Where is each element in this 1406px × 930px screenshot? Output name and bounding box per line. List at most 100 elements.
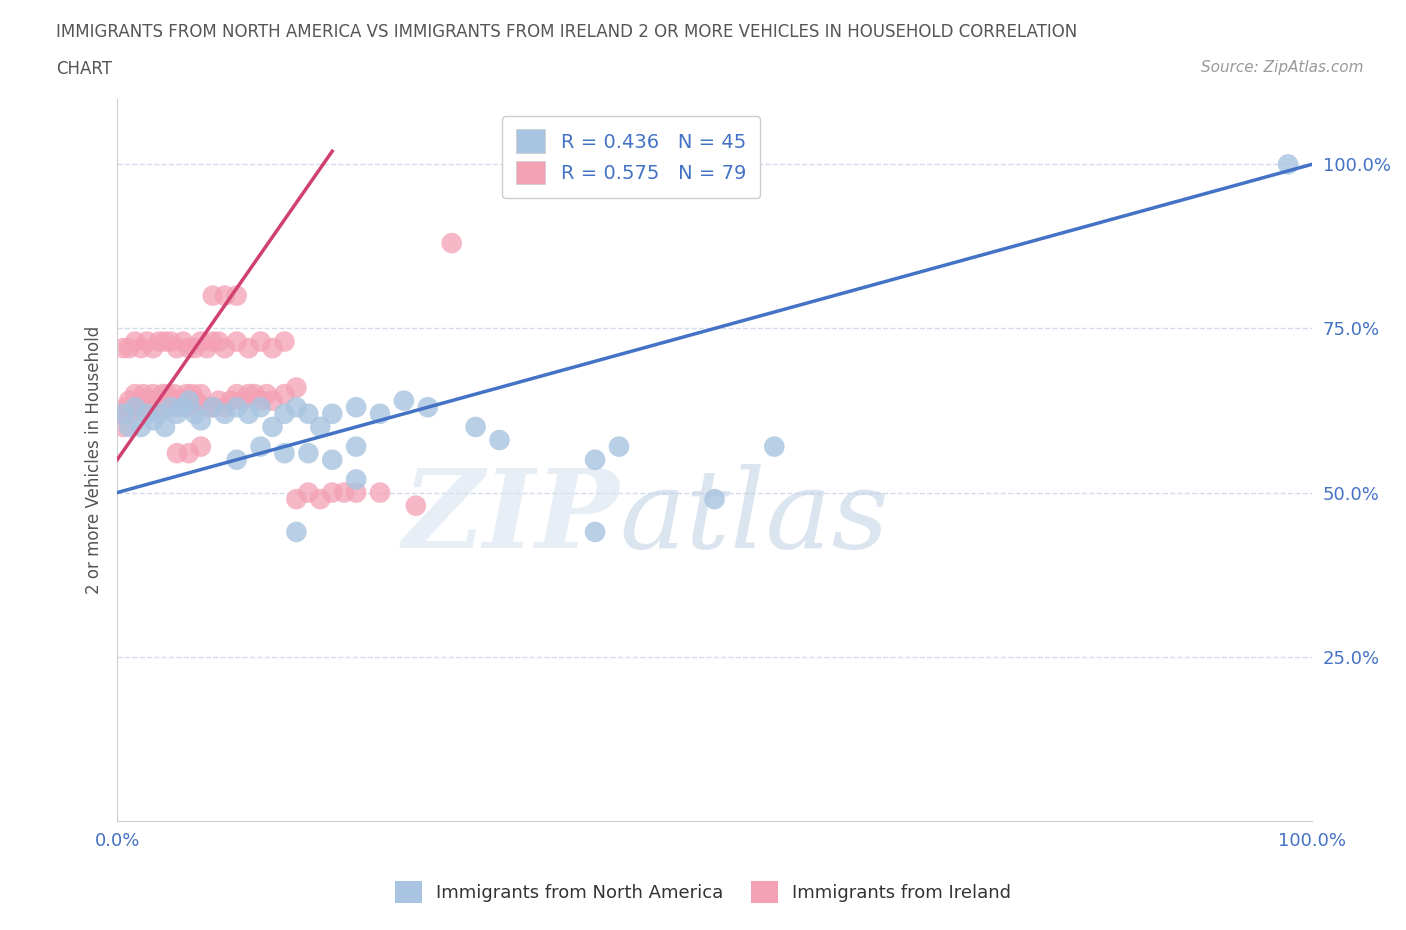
Point (121, 406, 143, 421)
Point (201, 400, 224, 415)
Point (184, 340, 207, 355)
Text: CHART: CHART (56, 60, 112, 78)
Point (201, 288, 224, 303)
Point (177, 340, 200, 355)
Point (285, 492, 308, 507)
Point (176, 387, 198, 402)
Point (166, 445, 188, 460)
Point (124, 387, 146, 402)
Point (136, 334, 159, 349)
Point (488, 432, 510, 447)
Point (129, 340, 152, 355)
Point (160, 400, 183, 415)
Point (139, 393, 162, 408)
Point (166, 406, 188, 421)
Point (297, 445, 319, 460)
Point (169, 393, 191, 408)
Point (129, 419, 152, 434)
Point (285, 380, 308, 395)
Point (321, 452, 343, 467)
Point (148, 334, 170, 349)
Point (583, 452, 606, 467)
Point (249, 439, 271, 454)
Point (148, 393, 170, 408)
Point (132, 387, 155, 402)
Point (297, 485, 319, 500)
Point (368, 406, 391, 421)
Point (763, 439, 786, 454)
Point (309, 419, 332, 434)
Point (262, 419, 284, 434)
Legend: Immigrants from North America, Immigrants from Ireland: Immigrants from North America, Immigrant… (385, 871, 1021, 911)
Point (208, 393, 231, 408)
Point (225, 452, 247, 467)
Point (201, 334, 224, 349)
Point (273, 334, 295, 349)
Point (166, 400, 188, 415)
Point (321, 406, 343, 421)
Text: IMMIGRANTS FROM NORTH AMERICA VS IMMIGRANTS FROM IRELAND 2 OR MORE VEHICLES IN H: IMMIGRANTS FROM NORTH AMERICA VS IMMIGRA… (56, 23, 1077, 41)
Point (181, 387, 204, 402)
Point (285, 525, 308, 539)
Point (153, 419, 176, 434)
Point (225, 387, 247, 402)
Point (156, 387, 179, 402)
Point (368, 485, 391, 500)
Point (160, 334, 183, 349)
Point (344, 439, 367, 454)
Text: atlas: atlas (619, 464, 889, 571)
Point (201, 400, 224, 415)
Point (214, 406, 236, 421)
Point (190, 439, 212, 454)
Point (128, 400, 150, 415)
Text: Source: ZipAtlas.com: Source: ZipAtlas.com (1201, 60, 1364, 75)
Point (177, 445, 200, 460)
Point (153, 334, 176, 349)
Point (124, 400, 146, 415)
Point (112, 406, 135, 421)
Point (262, 393, 284, 408)
Point (243, 387, 266, 402)
Point (118, 393, 141, 408)
Point (184, 393, 207, 408)
Point (142, 413, 165, 428)
Point (464, 419, 486, 434)
Point (219, 393, 242, 408)
Point (145, 400, 167, 415)
Point (238, 340, 260, 355)
Point (177, 393, 200, 408)
Point (297, 406, 319, 421)
Text: ZIP: ZIP (402, 464, 619, 571)
Point (238, 387, 260, 402)
Point (703, 492, 725, 507)
Point (148, 406, 170, 421)
Point (249, 393, 271, 408)
Point (177, 400, 200, 415)
Point (118, 340, 141, 355)
Point (195, 400, 218, 415)
Point (583, 525, 606, 539)
Point (172, 334, 194, 349)
Point (214, 340, 236, 355)
Point (344, 485, 367, 500)
Point (190, 334, 212, 349)
Point (225, 334, 247, 349)
Point (142, 340, 165, 355)
Point (273, 445, 295, 460)
Point (214, 400, 236, 415)
Point (136, 400, 159, 415)
Point (160, 393, 183, 408)
Point (249, 400, 271, 415)
Point (190, 413, 212, 428)
Point (1277, 157, 1299, 172)
Point (110, 406, 132, 421)
Point (273, 387, 295, 402)
Point (607, 439, 630, 454)
Point (142, 387, 165, 402)
Legend: R = 0.436   N = 45, R = 0.575   N = 79: R = 0.436 N = 45, R = 0.575 N = 79 (502, 115, 759, 198)
Point (190, 387, 212, 402)
Point (416, 400, 439, 415)
Point (285, 400, 308, 415)
Point (152, 387, 174, 402)
Point (344, 472, 367, 487)
